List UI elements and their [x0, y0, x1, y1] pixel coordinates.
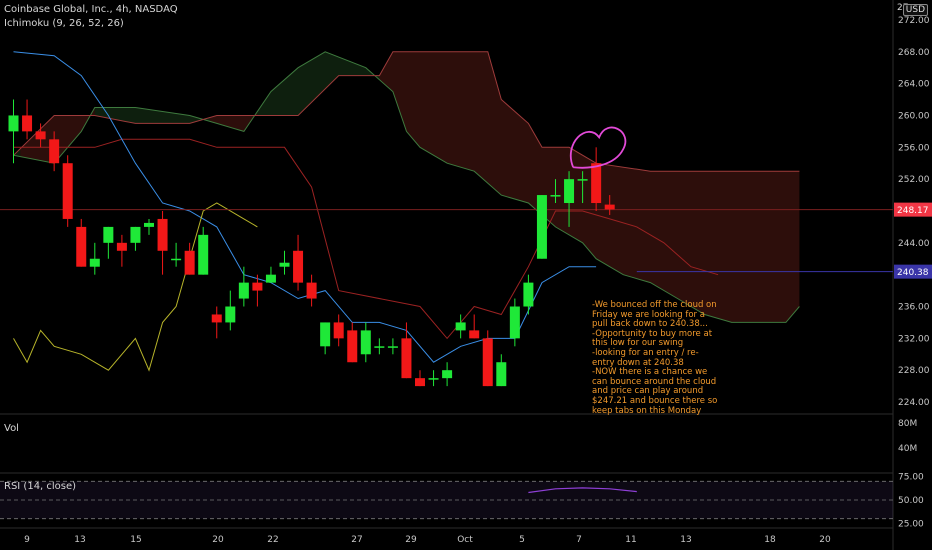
candle-body — [8, 115, 19, 132]
candle-body — [591, 163, 602, 204]
price-tick-label: 252.00 — [898, 175, 930, 185]
currency-button[interactable]: USD — [902, 4, 928, 16]
time-tick-label: 7 — [576, 535, 582, 545]
rsi-tick-label: 25.00 — [898, 519, 924, 529]
marker-price-label: 240.38 — [897, 268, 929, 278]
candle-body — [198, 234, 209, 275]
candle-body — [482, 338, 493, 387]
candle-body — [347, 330, 358, 363]
volume-label: Vol — [4, 423, 19, 434]
rsi-label[interactable]: RSI (14, close) — [4, 481, 77, 492]
time-tick-label: 5 — [519, 535, 525, 545]
candle-body — [333, 322, 344, 339]
candle-body — [320, 322, 331, 347]
candle-body — [469, 330, 480, 339]
highlight-circle — [570, 126, 627, 169]
rsi-tick-label: 50.00 — [898, 496, 924, 506]
candle-body — [428, 378, 439, 380]
candle-body — [293, 250, 304, 283]
candle-body — [279, 262, 290, 267]
candle-body — [496, 362, 507, 387]
ichimoku-cloud-bullish — [257, 51, 380, 116]
time-tick-label: 15 — [130, 535, 141, 545]
candle-body — [238, 282, 249, 299]
candle-body — [225, 306, 236, 323]
last-price-label: 248.17 — [897, 206, 929, 216]
last-price-tag — [894, 202, 932, 217]
time-tick-label: 20 — [212, 535, 224, 545]
candle-body — [374, 346, 385, 348]
volume-tick-label: 40M — [898, 444, 917, 454]
price-tick-label: 228.00 — [898, 366, 930, 376]
price-tick-label: 268.00 — [898, 48, 930, 58]
time-tick-label: 27 — [351, 535, 362, 545]
price-tick-label: 244.00 — [898, 239, 930, 249]
candle-body — [130, 226, 141, 243]
ichimoku-cloud-bearish — [210, 111, 258, 132]
time-tick-label: 18 — [764, 535, 776, 545]
candle-body — [564, 179, 575, 204]
candle-body — [509, 306, 520, 339]
price-tick-label: 260.00 — [898, 111, 930, 121]
senkou-span-b-line — [13, 51, 800, 172]
ichimoku-cloud-bearish — [379, 51, 800, 323]
candle-body — [550, 195, 561, 197]
ichimoku-cloud-bullish — [94, 107, 210, 124]
ichimoku-cloud-bearish — [20, 107, 95, 164]
candle-body — [523, 282, 534, 307]
senkou-span-a-line — [13, 51, 800, 323]
price-tick-label: 232.00 — [898, 334, 930, 344]
rsi-tick-label: 75.00 — [898, 473, 924, 483]
candle-body — [76, 226, 87, 267]
time-tick-label: 9 — [24, 535, 30, 545]
price-tick-label: 264.00 — [898, 80, 930, 90]
time-tick-label: 13 — [680, 535, 691, 545]
candle-body — [415, 378, 425, 387]
price-tick-label: 272.00 — [898, 16, 930, 26]
candle-body — [22, 115, 33, 132]
time-tick-label: 29 — [405, 535, 417, 545]
candle-body — [455, 322, 466, 331]
candle-body — [401, 338, 412, 379]
volume-tick-label: 80M — [898, 419, 917, 429]
candle-body — [252, 282, 263, 291]
marker-price-tag — [894, 264, 932, 279]
symbol-title: Coinbase Global, Inc., 4h, NASDAQ — [4, 4, 178, 15]
candle-body — [442, 370, 453, 379]
price-tick-label: 256.00 — [898, 143, 930, 153]
candle-body — [265, 274, 276, 283]
candle-body — [184, 250, 195, 275]
candle-body — [35, 131, 46, 140]
time-tick-label: 11 — [625, 535, 636, 545]
time-tick-label: 13 — [74, 535, 85, 545]
candle-body — [171, 258, 182, 261]
candle-body — [103, 226, 114, 243]
candle-body — [116, 242, 127, 251]
candle-body — [577, 179, 588, 181]
rsi-line — [528, 487, 637, 494]
time-tick-label: 22 — [267, 535, 278, 545]
candle-body — [536, 195, 547, 259]
chikou-span-line — [13, 202, 258, 372]
price-top-label: 27 — [897, 3, 908, 13]
candle-body — [360, 330, 371, 355]
candle-body — [144, 222, 154, 227]
annotation-note[interactable]: -We bounced off the cloud on Friday we a… — [592, 300, 718, 416]
candle-body — [306, 282, 317, 299]
candle-body — [157, 218, 168, 251]
candle-body — [62, 163, 73, 219]
time-tick-label: 20 — [819, 535, 831, 545]
indicator-title[interactable]: Ichimoku (9, 26, 52, 26) — [4, 18, 124, 29]
candle-body — [89, 258, 100, 267]
price-tick-label: 236.00 — [898, 303, 930, 313]
candle-body — [604, 204, 615, 210]
candle-body — [387, 346, 398, 348]
candle-body — [211, 314, 222, 323]
time-tick-label: Oct — [457, 535, 473, 545]
price-tick-label: 224.00 — [898, 398, 930, 408]
candle-body — [49, 139, 60, 164]
